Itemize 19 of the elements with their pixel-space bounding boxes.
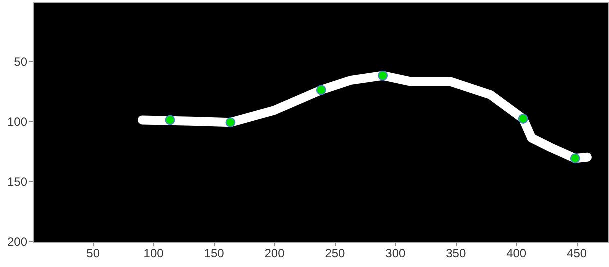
x-tick-label: 450	[567, 246, 588, 260]
y-tick-label: 100	[7, 114, 28, 129]
x-tick-label: 350	[446, 246, 466, 260]
point	[165, 115, 176, 126]
point	[226, 118, 236, 128]
x-tick-label: 250	[325, 246, 346, 260]
point	[518, 114, 528, 124]
y-tick-label: 150	[7, 174, 28, 189]
y-tick-label: 200	[7, 234, 28, 249]
x-tick-label: 150	[204, 246, 225, 260]
x-tick-label: 50	[86, 246, 100, 260]
x-tick-label: 200	[264, 246, 286, 260]
point	[378, 70, 388, 81]
point	[570, 154, 580, 164]
x-tick-label: 300	[386, 246, 406, 260]
point	[316, 85, 326, 96]
y-tick-label: 50	[14, 54, 28, 69]
x-tick-label: 400	[506, 246, 527, 260]
x-tick-label: 100	[144, 246, 164, 260]
